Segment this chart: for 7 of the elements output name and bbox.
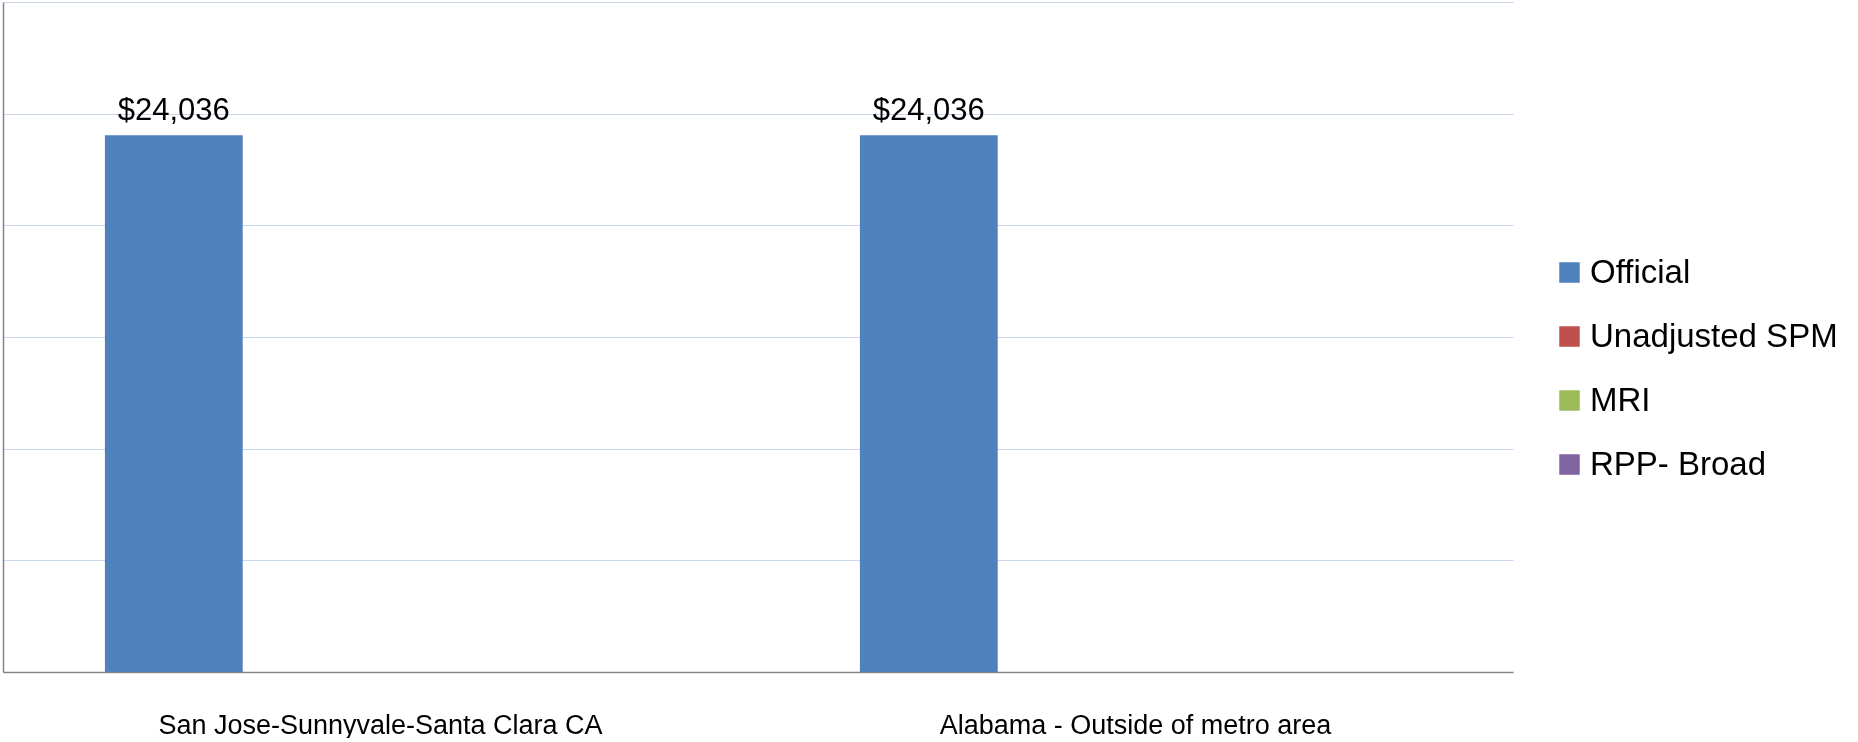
data-label: $24,036 [872, 92, 985, 128]
data-label: $24,036 [117, 92, 230, 128]
x-tick-label: Alabama - Outside of metro area [939, 709, 1333, 740]
legend-label: MRI [1590, 380, 1651, 418]
legend-label: Official [1590, 252, 1691, 290]
legend-label: RPP- Broad [1590, 444, 1767, 482]
legend-label: Unadjusted SPM [1590, 316, 1838, 354]
